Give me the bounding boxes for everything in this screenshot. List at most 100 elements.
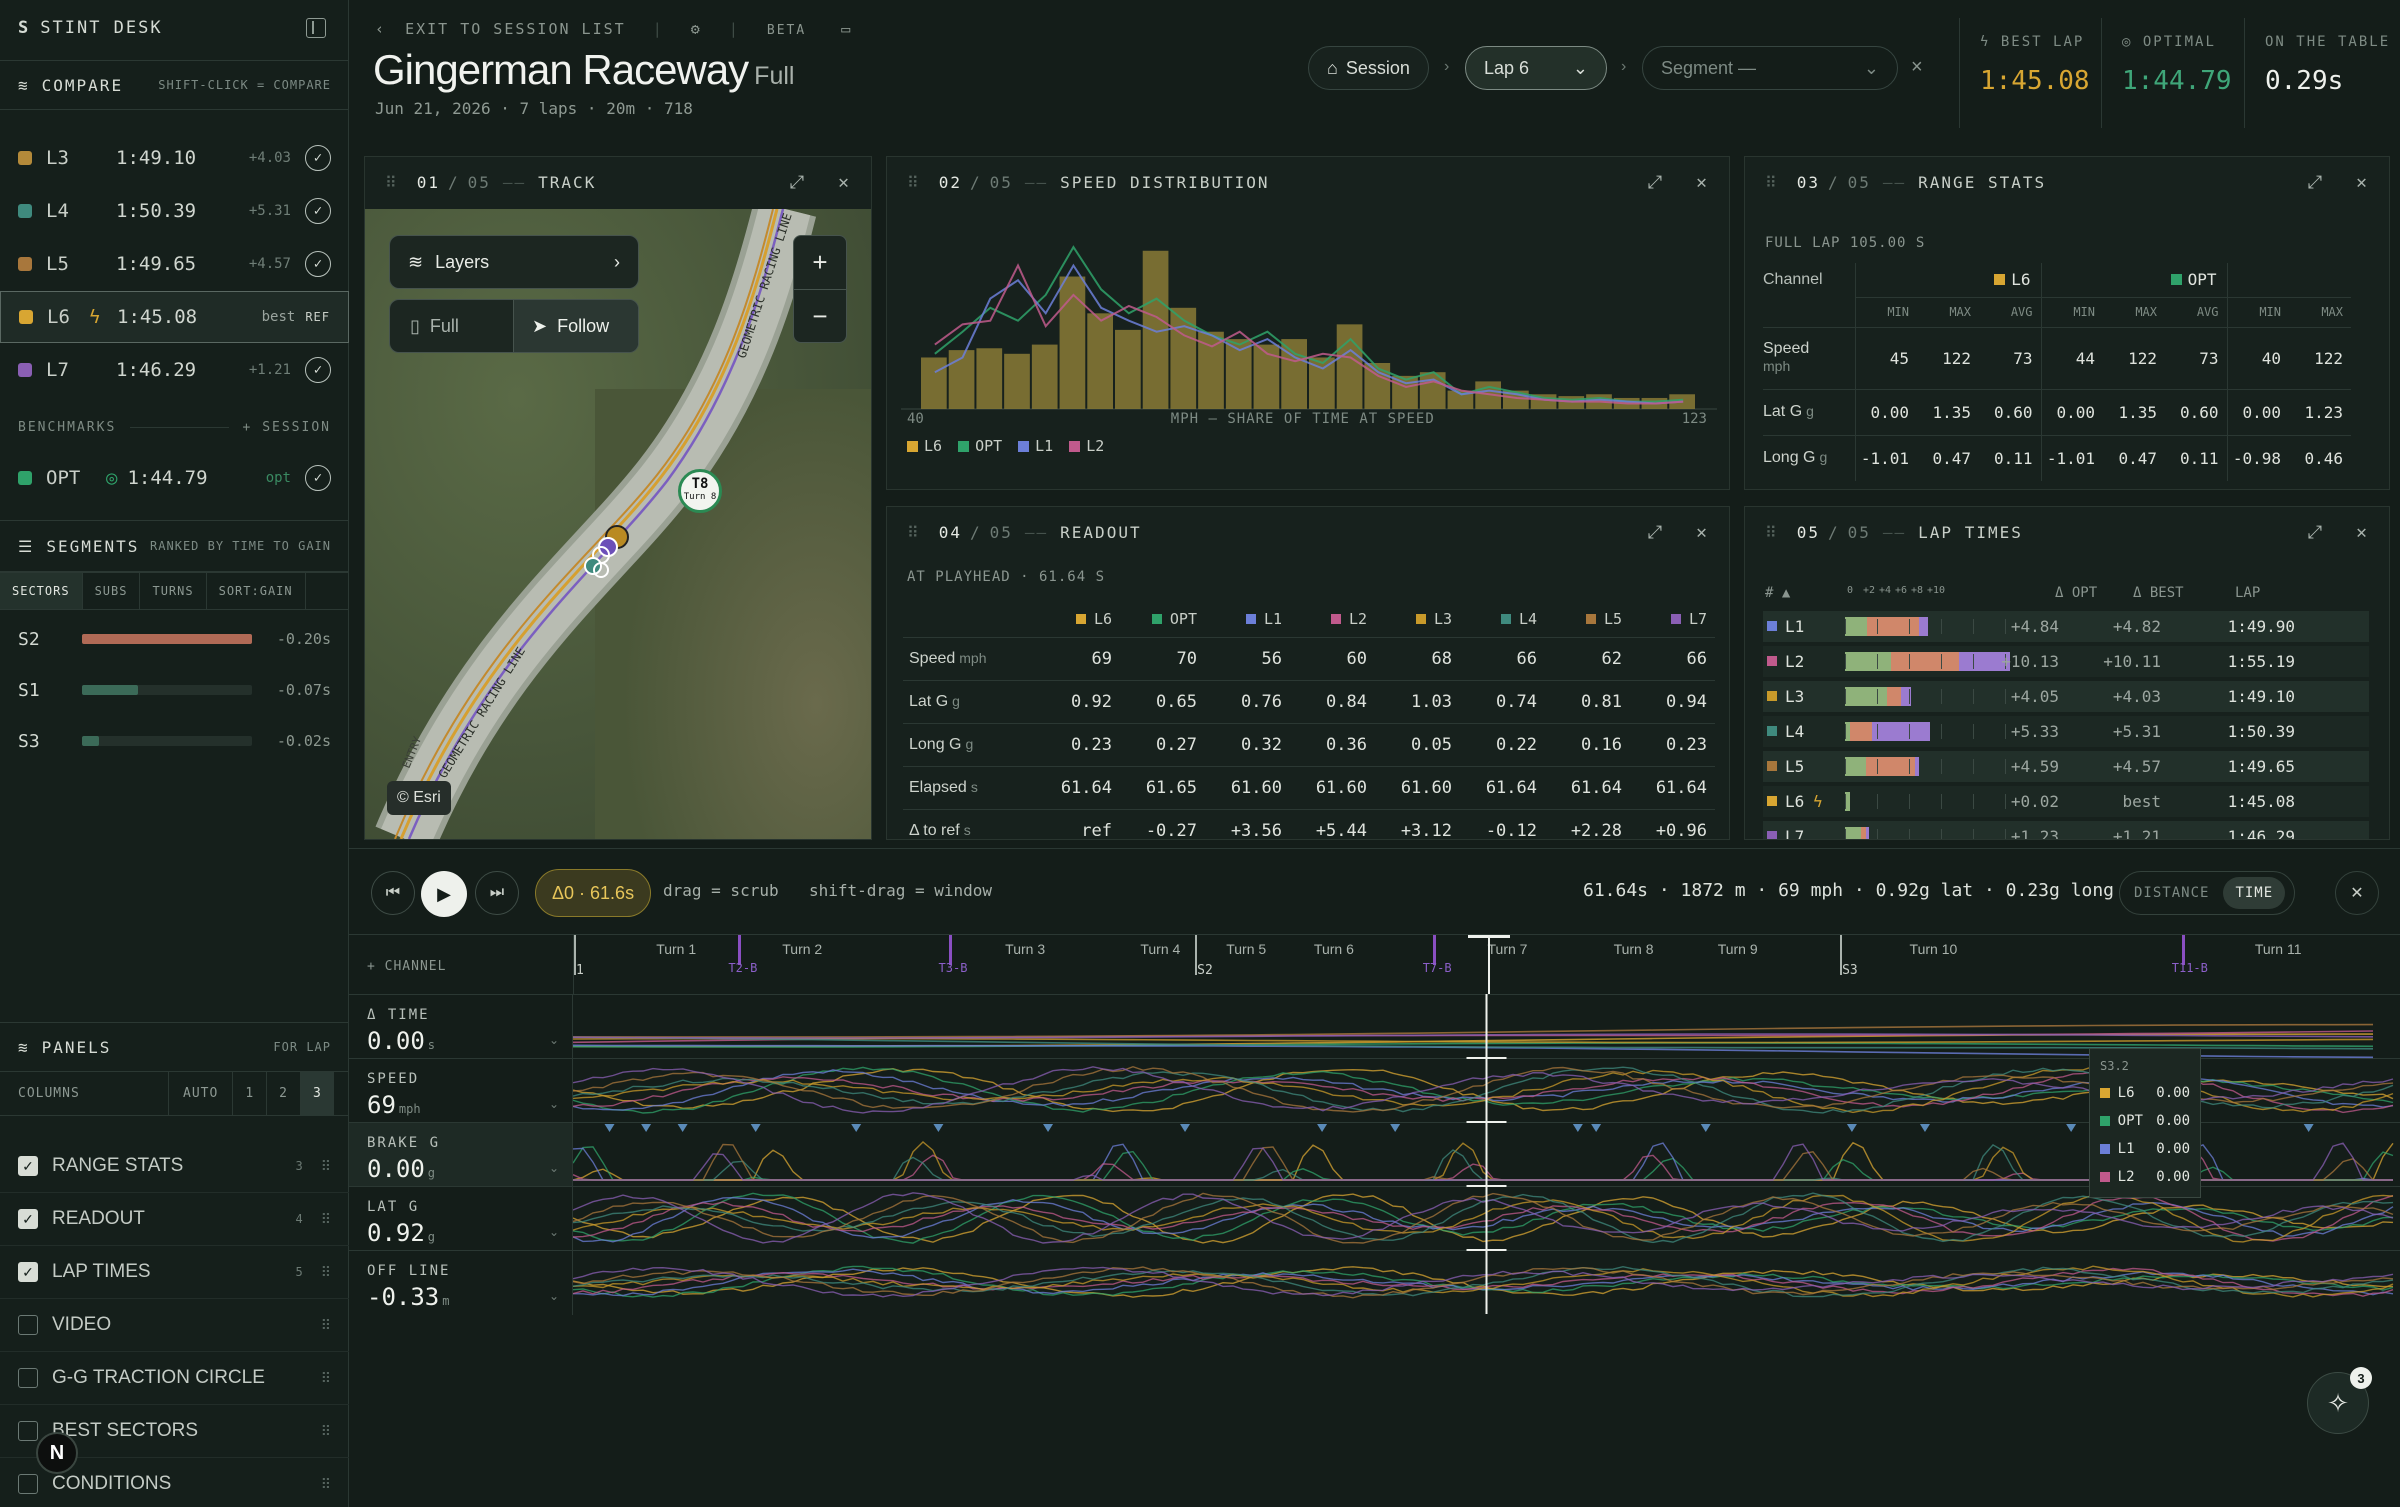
drag-handle-icon[interactable]: ⠿ (320, 1422, 331, 1439)
panel-toggle-range-stats[interactable]: ✓ RANGE STATS 3 ⠿ (0, 1140, 349, 1193)
check-circle-icon[interactable]: ✓ (305, 198, 331, 224)
col-auto[interactable]: AUTO (168, 1071, 232, 1116)
lap-row-l3[interactable]: L3 1:49.10 +4.03 ✓ (0, 132, 349, 184)
laptime-row-l2[interactable]: L2 +10.13 +10.11 1:55.19 (1763, 646, 2369, 677)
turn-marker[interactable]: Turn 9 (1717, 941, 1758, 957)
drag-handle-icon[interactable]: ⠿ (320, 1316, 331, 1333)
forward-button[interactable]: ⏭ (475, 871, 519, 915)
distance-toggle[interactable]: DISTANCE (2134, 885, 2210, 901)
panel-toggle-g-g-traction-circle[interactable]: G-G TRACTION CIRCLE ⠿ (0, 1352, 349, 1405)
laptime-row-l6[interactable]: L6 ϟ +0.02 best 1:45.08 (1763, 786, 2369, 817)
checkbox[interactable] (18, 1368, 38, 1388)
check-circle-icon[interactable]: ✓ (305, 251, 331, 277)
laptime-row-l3[interactable]: L3 +4.05 +4.03 1:49.10 (1763, 681, 2369, 712)
laptime-row-l4[interactable]: L4 +5.33 +5.31 1:50.39 (1763, 716, 2369, 747)
turn-marker[interactable]: Turn 8 (1613, 941, 1654, 957)
tab-turns[interactable]: TURNS (140, 573, 207, 609)
checkbox[interactable]: ✓ (18, 1209, 38, 1229)
drag-handle-icon[interactable]: ⠿ (320, 1210, 331, 1227)
checkbox[interactable]: ✓ (18, 1156, 38, 1176)
play-button[interactable]: ▶ (421, 871, 467, 917)
panel-toggle-video[interactable]: VIDEO ⠿ (0, 1299, 349, 1352)
close-icon[interactable]: ✕ (1696, 171, 1709, 193)
checkbox[interactable] (18, 1474, 38, 1494)
exit-link[interactable]: EXIT TO SESSION LIST (405, 20, 626, 38)
drag-handle-icon[interactable]: ⠿ (320, 1475, 331, 1492)
expand-icon[interactable]: ⤢ (1647, 171, 1665, 193)
clear-segment-icon[interactable]: × (1911, 56, 1923, 78)
ai-assistant-button[interactable]: ✧ 3 (2307, 1367, 2372, 1434)
checkbox[interactable] (18, 1315, 38, 1335)
laptime-row-l1[interactable]: L1 +4.84 +4.82 1:49.90 (1763, 611, 2369, 642)
panel-toggle-best-sectors[interactable]: BEST SECTORS ⠿ (0, 1405, 349, 1458)
close-icon[interactable]: ✕ (838, 171, 851, 193)
drag-handle-icon[interactable]: ⠿ (907, 172, 919, 192)
checkbox[interactable]: ✓ (18, 1262, 38, 1282)
tab-subs[interactable]: SUBS (83, 573, 141, 609)
add-channel-button[interactable]: + CHANNEL (367, 959, 447, 974)
channel-label[interactable]: OFF LINE ⌄ -0.33 m (349, 1251, 573, 1315)
collapse-sidebar-icon[interactable] (306, 18, 326, 38)
laptime-row-l5[interactable]: L5 +4.59 +4.57 1:49.65 (1763, 751, 2369, 782)
user-avatar[interactable]: N (36, 1432, 78, 1474)
panel-toggle-lap-times[interactable]: ✓ LAP TIMES 5 ⠿ (0, 1246, 349, 1299)
drag-handle-icon[interactable]: ⠿ (320, 1157, 331, 1174)
channel-label[interactable]: BRAKE G ⌄ 0.00 g (349, 1123, 573, 1187)
turn-marker[interactable]: Turn 4 (1140, 941, 1181, 957)
drag-handle-icon[interactable]: ⠿ (1765, 522, 1777, 542)
turn8-badge[interactable]: T8 Turn 8 (678, 469, 722, 513)
expand-icon[interactable]: ⤢ (789, 171, 807, 193)
lap-select[interactable]: Lap 6 ⌄ (1465, 46, 1607, 90)
lap-row-l6[interactable]: L6 ϟ 1:45.08 best REF (0, 291, 349, 343)
close-icon[interactable]: ✕ (2356, 521, 2369, 543)
drag-handle-icon[interactable]: ⠿ (385, 172, 397, 192)
session-button[interactable]: ⌂ Session (1308, 46, 1429, 90)
turn-marker[interactable]: Turn 1 (656, 941, 697, 957)
drag-handle-icon[interactable]: ⠿ (320, 1369, 331, 1386)
channel-label[interactable]: SPEED ⌄ 69 mph (349, 1059, 573, 1123)
expand-icon[interactable]: ⤢ (2307, 171, 2325, 193)
col-1[interactable]: 1 (232, 1071, 266, 1116)
checkbox[interactable] (18, 1421, 38, 1441)
close-icon[interactable]: ✕ (1696, 521, 1709, 543)
turn-marker[interactable]: Turn 10 (1909, 941, 1958, 957)
close-icon[interactable]: ✕ (2356, 171, 2369, 193)
laptime-row-l7[interactable]: L7 +1.23 +1.21 1:46.29 (1763, 821, 2369, 839)
zoom-in-icon[interactable]: + (794, 236, 846, 290)
turn-marker[interactable]: Turn 7 (1487, 941, 1528, 957)
segment-select[interactable]: Segment — ⌄ (1642, 46, 1898, 90)
lap-row-l5[interactable]: L5 1:49.65 +4.57 ✓ (0, 238, 349, 290)
settings-icon[interactable]: ⚙ (690, 20, 702, 38)
close-timeline-icon[interactable]: ✕ (2335, 871, 2379, 915)
chevron-left-icon[interactable]: ‹ (375, 20, 387, 38)
col-2[interactable]: 2 (266, 1071, 300, 1116)
layers-button[interactable]: ≋ Layers › (389, 235, 639, 289)
add-session-button[interactable]: + SESSION (242, 420, 331, 435)
tab-sectors[interactable]: SECTORS (0, 573, 83, 609)
expand-icon[interactable]: ⤢ (2307, 521, 2325, 543)
feedback-icon[interactable]: ▭ (841, 20, 853, 38)
col-3[interactable]: 3 (299, 1071, 334, 1116)
drag-handle-icon[interactable]: ⠿ (320, 1263, 331, 1280)
tab-sort-gain[interactable]: SORT:GAIN (207, 573, 306, 609)
segment-row-s1[interactable]: S1 -0.07s (0, 665, 349, 715)
check-circle-icon[interactable]: ✓ (305, 357, 331, 383)
expand-icon[interactable]: ⤢ (1647, 521, 1665, 543)
track-map[interactable]: GEOMETRIC RACING LINE GEOMETRIC RACING L… (365, 209, 871, 839)
lap-row-l7[interactable]: L7 1:46.29 +1.21 ✓ (0, 344, 349, 396)
full-view-button[interactable]: ▯ Full (390, 300, 514, 352)
panel-toggle-conditions[interactable]: CONDITIONS ⠿ (0, 1458, 349, 1507)
lap-row-l4[interactable]: L4 1:50.39 +5.31 ✓ (0, 185, 349, 237)
panel-toggle-readout[interactable]: ✓ READOUT 4 ⠿ (0, 1193, 349, 1246)
turn-marker[interactable]: Turn 5 (1226, 941, 1267, 957)
drag-handle-icon[interactable]: ⠿ (1765, 172, 1777, 192)
check-circle-icon[interactable]: ✓ (305, 145, 331, 171)
turn-marker[interactable]: Turn 11 (2254, 941, 2302, 957)
segment-row-s2[interactable]: S2 -0.20s (0, 614, 349, 664)
turn-marker[interactable]: Turn 6 (1313, 941, 1354, 957)
benchmark-opt[interactable]: OPT ◎ 1:44.79 opt ✓ (0, 452, 349, 504)
sort-hash[interactable]: # ▲ (1765, 585, 1791, 601)
delta-badge[interactable]: Δ0 · 61.6s (535, 869, 652, 917)
turn-marker[interactable]: Turn 2 (782, 941, 823, 957)
segment-row-s3[interactable]: S3 -0.02s (0, 716, 349, 766)
